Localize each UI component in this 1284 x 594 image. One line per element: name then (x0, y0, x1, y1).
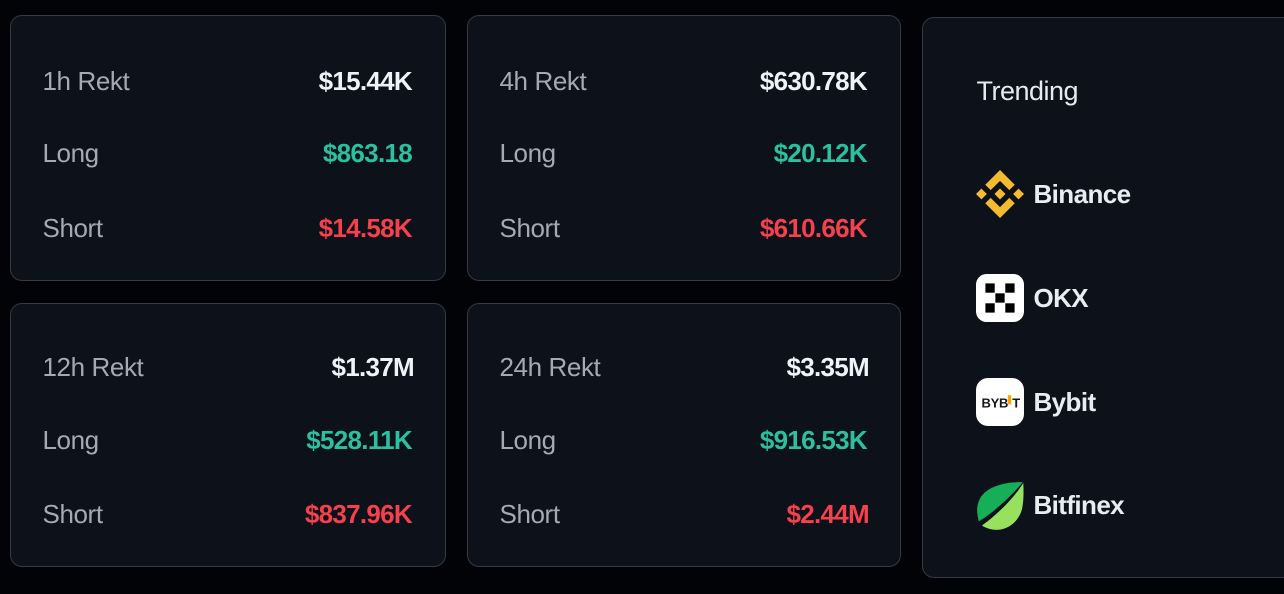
svg-text:BYB: BYB (982, 395, 1009, 410)
svg-text:T: T (1012, 395, 1020, 410)
